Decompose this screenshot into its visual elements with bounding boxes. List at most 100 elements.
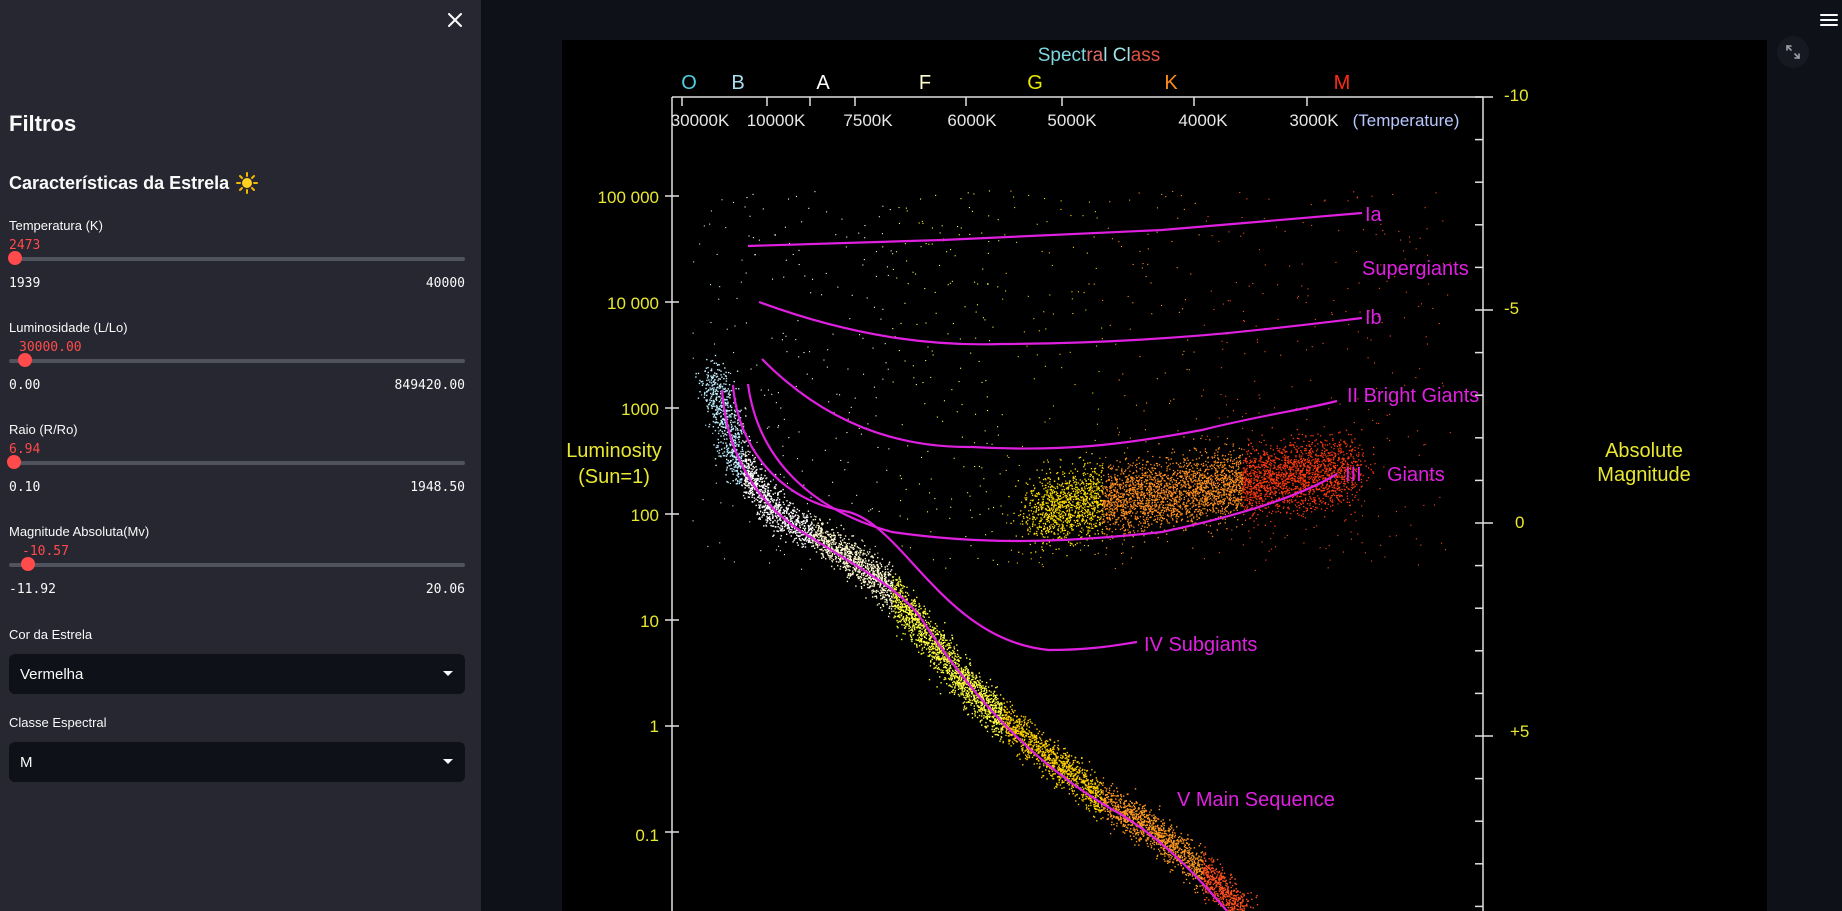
star-dot [954, 657, 955, 658]
star-dot [1139, 823, 1140, 824]
star-dot [1154, 816, 1155, 817]
star-dot [953, 652, 954, 653]
star-dot [830, 555, 831, 556]
star-dot [910, 627, 911, 628]
star-dot [1028, 720, 1029, 721]
star-dot [879, 576, 880, 577]
star-dot [1229, 902, 1230, 903]
star-dot [967, 675, 968, 676]
star-dot [730, 452, 731, 453]
star-dot [1147, 834, 1148, 835]
star-dot [1103, 777, 1104, 778]
star-dot [850, 566, 851, 567]
star-dot [734, 410, 735, 411]
star-dot [908, 626, 909, 627]
star-dot [857, 546, 858, 547]
star-dot [918, 606, 919, 607]
star-dot [711, 377, 712, 378]
star-dot [1116, 806, 1117, 807]
star-dot [1196, 854, 1197, 855]
star-dot [738, 388, 739, 389]
star-dot [1205, 852, 1206, 853]
star-dot [946, 667, 947, 668]
star-dot [760, 468, 761, 469]
star-dot [720, 420, 721, 421]
star-dot [884, 580, 885, 581]
star-dot [1019, 759, 1020, 760]
luminosity-slider-track[interactable] [9, 359, 465, 363]
star-dot [1213, 859, 1214, 860]
star-dot [728, 448, 729, 449]
star-dot [967, 678, 968, 679]
star-dot [1062, 765, 1063, 766]
star-dot [885, 577, 886, 578]
star-dot [1190, 860, 1191, 861]
star-dot [804, 540, 805, 541]
star-dot [1133, 805, 1134, 806]
temperature-slider-track[interactable] [9, 257, 465, 261]
luminosity-slider-thumb[interactable] [18, 353, 32, 367]
magnitude-slider-track[interactable] [9, 563, 465, 567]
star-dot [1201, 856, 1202, 857]
star-dot [1162, 833, 1163, 834]
star-dot [1028, 741, 1029, 742]
star-dot [1106, 790, 1107, 791]
star-dot [1189, 849, 1190, 850]
star-dot [929, 654, 930, 655]
star-dot [757, 475, 758, 476]
star-dot [906, 587, 907, 588]
star-dot [764, 481, 765, 482]
star-dot [889, 608, 890, 609]
luminosity-label: Luminosidade (L/Lo) [9, 320, 128, 335]
star-dot [1145, 805, 1146, 806]
radius-min: 0.10 [9, 480, 40, 495]
star-dot [1212, 874, 1213, 875]
star-dot [857, 571, 858, 572]
magnitude-slider-thumb[interactable] [21, 557, 35, 571]
star-dot [714, 379, 715, 380]
star-dot [809, 540, 810, 541]
star-dot [963, 709, 964, 710]
star-dot [1088, 784, 1089, 785]
star-dot [1234, 895, 1235, 896]
star-dot [856, 568, 857, 569]
star-dot [730, 420, 731, 421]
star-dot [799, 510, 800, 511]
radius-slider-thumb[interactable] [7, 455, 21, 469]
star-dot [928, 652, 929, 653]
star-dot [735, 411, 736, 412]
star-color-select[interactable]: Vermelha [9, 654, 465, 694]
star-dot [743, 483, 744, 484]
star-dot [1237, 903, 1238, 904]
star-dot [1045, 769, 1046, 770]
star-dot [1063, 748, 1064, 749]
star-dot [733, 435, 734, 436]
star-dot [859, 548, 860, 549]
close-sidebar-button[interactable] [443, 8, 467, 32]
star-dot [903, 625, 904, 626]
star-dot [729, 410, 730, 411]
star-dot [1030, 721, 1031, 722]
star-dot [853, 572, 854, 573]
star-dot [1143, 814, 1144, 815]
star-dot [831, 539, 832, 540]
spectral-class-select[interactable]: M [9, 742, 465, 782]
star-dot [1210, 859, 1211, 860]
star-dot [934, 664, 935, 665]
star-dot [720, 416, 721, 417]
main-menu-button[interactable] [1820, 12, 1838, 28]
star-dot [949, 692, 950, 693]
star-dot [1081, 757, 1082, 758]
temperature-slider-thumb[interactable] [8, 251, 22, 265]
star-dot [855, 585, 856, 586]
star-dot [1021, 724, 1022, 725]
star-dot [818, 525, 819, 526]
star-dot [875, 574, 876, 575]
star-dot [727, 407, 728, 408]
star-dot [1168, 835, 1169, 836]
star-dot [1209, 868, 1210, 869]
star-dot [1203, 853, 1204, 854]
radius-slider-track[interactable] [9, 461, 465, 465]
star-dot [773, 530, 774, 531]
star-dot [911, 641, 912, 642]
